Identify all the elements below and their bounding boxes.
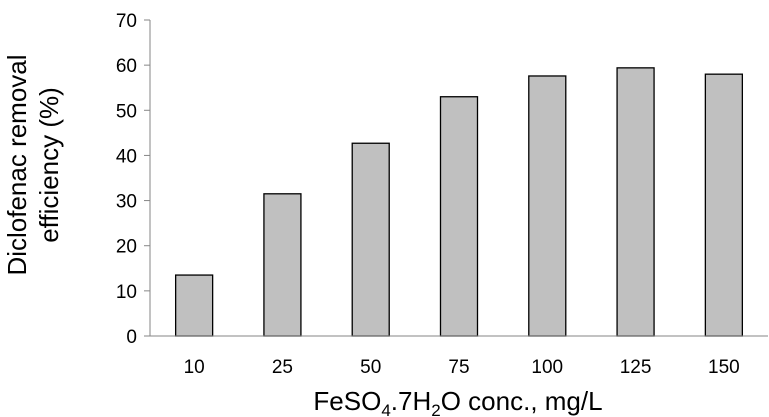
x-tick-label: 50 xyxy=(360,357,381,378)
bar-150 xyxy=(704,73,744,337)
y-axis-title-line1: Diclofenac removal xyxy=(2,54,32,275)
y-tick-label: 70 xyxy=(116,11,137,32)
bar-100 xyxy=(528,75,567,337)
x-tick-label: 100 xyxy=(531,357,563,378)
x-axis-title: FeSO4.7H2O conc., mg/L xyxy=(313,386,602,417)
x-axis-title-part: 4 xyxy=(381,401,390,417)
y-axis-title: Diclofenac removal efficiency (%) xyxy=(2,54,64,275)
y-tick-label: 50 xyxy=(116,101,137,122)
y-axis-title-line2: efficiency (%) xyxy=(34,87,64,243)
y-tick-label: 0 xyxy=(126,327,137,348)
x-tick-label: 75 xyxy=(448,357,469,378)
bars-group xyxy=(174,67,744,337)
x-axis-title-part: .7H xyxy=(391,386,431,416)
y-tick-label: 30 xyxy=(116,192,137,213)
x-axis-title-part: O conc., mg/L xyxy=(441,386,603,416)
bar-10 xyxy=(174,274,214,337)
y-tick-label: 20 xyxy=(116,237,137,258)
x-tick-label: 150 xyxy=(708,357,740,378)
bar-25 xyxy=(263,193,302,337)
bar-125 xyxy=(616,67,655,337)
y-tick-label: 60 xyxy=(116,56,137,77)
x-axis: 10 25 50 75 100 125 150 xyxy=(150,335,768,378)
bar-75 xyxy=(439,96,479,337)
x-axis-title-part: 2 xyxy=(431,401,440,417)
x-tick-label: 25 xyxy=(272,357,293,378)
x-axis-title-part: FeSO xyxy=(313,386,381,416)
x-tick-label: 125 xyxy=(620,357,652,378)
bar-50 xyxy=(351,142,390,337)
y-tick-label: 40 xyxy=(116,146,137,167)
x-tick-label: 10 xyxy=(184,357,205,378)
y-axis: 0 10 20 30 40 50 60 70 xyxy=(116,11,151,348)
y-tick-label: 10 xyxy=(116,282,137,303)
